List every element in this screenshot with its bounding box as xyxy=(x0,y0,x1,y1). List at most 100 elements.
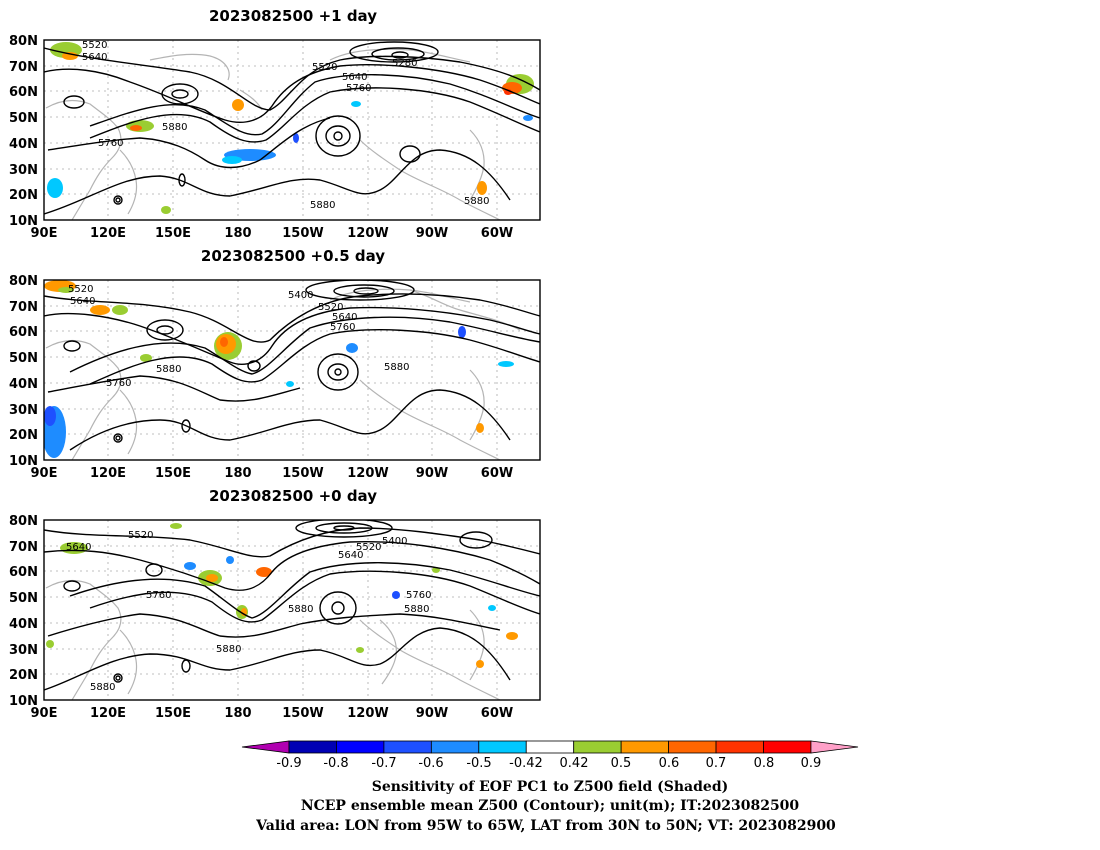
svg-text:5280: 5280 xyxy=(392,58,417,69)
svg-text:5640: 5640 xyxy=(66,542,91,553)
colorbar-box xyxy=(715,740,764,754)
svg-text:10N: 10N xyxy=(9,214,38,229)
panel-plus-1-day: 2023082500 +1 day xyxy=(9,7,541,241)
svg-text:80N: 80N xyxy=(9,274,38,289)
svg-text:120W: 120W xyxy=(347,706,388,721)
sensitivity-shading xyxy=(44,280,514,458)
lon-tick-labels: 90E 120E 150E 180 150W 120W 90W 60W xyxy=(31,466,514,481)
colorbar-box xyxy=(430,740,480,754)
svg-text:150W: 150W xyxy=(282,466,323,481)
colorbar: -0.9 -0.8 -0.7 -0.6 -0.5 -0.42 0.42 0.5 … xyxy=(241,740,859,771)
svg-text:120W: 120W xyxy=(347,226,388,241)
panel-title: 2023082500 +0 day xyxy=(209,487,377,505)
svg-text:10N: 10N xyxy=(9,454,38,469)
svg-text:10N: 10N xyxy=(9,694,38,709)
svg-text:90W: 90W xyxy=(416,706,448,721)
svg-text:5760: 5760 xyxy=(406,590,431,601)
svg-text:30N: 30N xyxy=(9,403,38,418)
svg-text:60W: 60W xyxy=(481,226,513,241)
coastlines xyxy=(45,288,521,460)
map-area: 5520 5640 5400 5520 5640 5760 5880 5760 … xyxy=(44,280,540,460)
z500-contours xyxy=(44,520,540,691)
colorbar-box xyxy=(525,740,575,754)
colorbar-min-arrow xyxy=(241,740,290,754)
svg-text:50N: 50N xyxy=(9,591,38,606)
svg-text:70N: 70N xyxy=(9,540,38,555)
svg-text:5880: 5880 xyxy=(464,196,489,207)
colorbar-labels: -0.9 -0.8 -0.7 -0.6 -0.5 -0.42 0.42 0.5 … xyxy=(276,756,821,771)
svg-text:5760: 5760 xyxy=(330,322,355,333)
lat-tick-labels: 80N 70N 60N 50N 40N 30N 20N 10N xyxy=(9,514,38,709)
colorbar-label: -0.42 xyxy=(509,756,543,771)
svg-text:5520: 5520 xyxy=(82,40,107,51)
svg-text:150E: 150E xyxy=(155,226,191,241)
svg-text:60W: 60W xyxy=(481,706,513,721)
svg-text:5640: 5640 xyxy=(342,72,367,83)
panel-title: 2023082500 +0.5 day xyxy=(201,247,385,265)
svg-text:70N: 70N xyxy=(9,300,38,315)
panel-title: 2023082500 +1 day xyxy=(209,7,377,25)
svg-text:150W: 150W xyxy=(282,226,323,241)
z500-contours xyxy=(44,41,540,215)
svg-text:50N: 50N xyxy=(9,111,38,126)
svg-text:180: 180 xyxy=(224,226,251,241)
sensitivity-shading xyxy=(47,42,534,214)
contour-labels: 5520 5640 5400 5520 5640 5760 5880 5760 … xyxy=(68,284,409,389)
map-area: 5520 5640 5280 5520 5640 5760 5880 5760 … xyxy=(44,40,540,220)
svg-text:80N: 80N xyxy=(9,514,38,529)
colorbar-label: 0.6 xyxy=(659,756,680,771)
svg-text:90E: 90E xyxy=(31,226,58,241)
svg-text:120W: 120W xyxy=(347,466,388,481)
svg-text:5640: 5640 xyxy=(82,52,107,63)
z500-contours xyxy=(44,280,540,451)
svg-text:180: 180 xyxy=(224,706,251,721)
colorbar-label: 0.9 xyxy=(801,756,822,771)
svg-text:5760: 5760 xyxy=(98,138,123,149)
svg-text:5880: 5880 xyxy=(90,682,115,693)
colorbar-box xyxy=(478,740,527,754)
colorbar-box xyxy=(620,740,670,754)
svg-text:90W: 90W xyxy=(416,466,448,481)
svg-text:90W: 90W xyxy=(416,226,448,241)
contour-labels: 5520 5640 5280 5520 5640 5760 5880 5760 … xyxy=(82,40,489,211)
svg-text:5400: 5400 xyxy=(288,290,313,301)
svg-text:60N: 60N xyxy=(9,85,38,100)
svg-text:5520: 5520 xyxy=(128,530,153,541)
caption: Sensitivity of EOF PC1 to Z500 field (Sh… xyxy=(255,779,836,834)
colorbar-label: -0.5 xyxy=(466,756,491,771)
lat-tick-labels: 80N 70N 60N 50N 40N 30N 20N 10N xyxy=(9,34,38,229)
colorbar-box xyxy=(336,740,385,754)
colorbar-box xyxy=(383,740,432,754)
svg-text:40N: 40N xyxy=(9,137,38,152)
svg-text:120E: 120E xyxy=(90,466,126,481)
svg-text:20N: 20N xyxy=(9,188,38,203)
svg-text:5880: 5880 xyxy=(156,364,181,375)
svg-text:5520: 5520 xyxy=(312,62,337,73)
svg-text:30N: 30N xyxy=(9,163,38,178)
colorbar-label: 0.8 xyxy=(754,756,775,771)
panel-plus-0-day: 2023082500 +0 day xyxy=(9,487,541,721)
svg-text:5640: 5640 xyxy=(338,550,363,561)
colorbar-label: -0.6 xyxy=(418,756,443,771)
svg-text:120E: 120E xyxy=(90,706,126,721)
svg-text:5520: 5520 xyxy=(68,284,93,295)
svg-text:5880: 5880 xyxy=(162,122,187,133)
svg-text:5760: 5760 xyxy=(146,590,171,601)
colorbar-label: 0.42 xyxy=(560,756,589,771)
lon-tick-labels: 90E 120E 150E 180 150W 120W 90W 60W xyxy=(31,226,514,241)
svg-text:5760: 5760 xyxy=(106,378,131,389)
colorbar-box xyxy=(288,740,337,754)
svg-text:150E: 150E xyxy=(155,706,191,721)
svg-text:150E: 150E xyxy=(155,466,191,481)
caption-line-1: Sensitivity of EOF PC1 to Z500 field (Sh… xyxy=(372,779,728,795)
colorbar-label: 0.7 xyxy=(706,756,727,771)
svg-text:30N: 30N xyxy=(9,643,38,658)
colorbar-max-arrow xyxy=(810,740,859,754)
colorbar-label: -0.7 xyxy=(371,756,396,771)
svg-text:180: 180 xyxy=(224,466,251,481)
coastlines xyxy=(45,579,501,700)
svg-text:150W: 150W xyxy=(282,706,323,721)
svg-text:5400: 5400 xyxy=(382,536,407,547)
svg-text:80N: 80N xyxy=(9,34,38,49)
